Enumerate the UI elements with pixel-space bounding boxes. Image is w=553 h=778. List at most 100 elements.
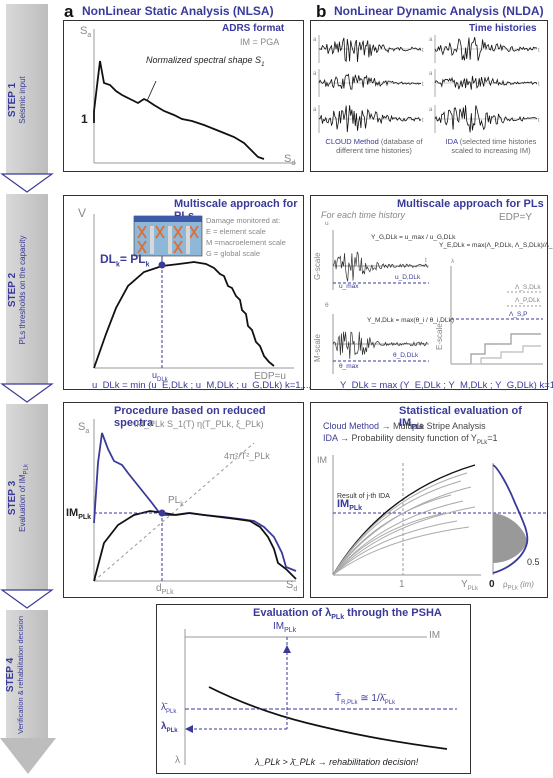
ida-curve <box>332 520 458 576</box>
ida-curve <box>332 494 452 576</box>
panel-a-yaxis: Sa <box>80 25 92 40</box>
edp-trace <box>332 331 428 359</box>
panel-f-one: 1 <box>399 579 405 590</box>
damage-element: E = element scale <box>206 227 266 236</box>
step3-chevron <box>0 589 54 609</box>
ida-pdf-line: IDA → Probability density function of YP… <box>323 433 498 446</box>
rho-label: ρPLk (im) <box>503 580 534 592</box>
trace-a-label: a <box>429 107 433 113</box>
adrs-format: ADRS format <box>222 23 285 34</box>
panel-b-letter: b <box>316 2 327 21</box>
trace-t-label: t <box>422 48 424 54</box>
spectral-shape-label: Normalized spectral shape S1 <box>146 55 265 68</box>
step3-block <box>6 404 48 590</box>
trace-a-label: a <box>429 37 433 43</box>
step1-label: STEP 1 Seismic input <box>7 15 47 185</box>
umax-label: u_max <box>339 283 359 290</box>
step4-label: STEP 4 Verification & rehabilitation dec… <box>5 610 45 740</box>
trace-a-label: a <box>313 107 317 113</box>
cloud-msa-line: Cloud Method → Multiple Stripe Analysis <box>323 421 486 431</box>
panel-e-yaxis: Sa <box>78 421 90 436</box>
return-period-label: T̄R,PLk ≅ 1/λ̄PLk <box>335 693 396 706</box>
panel-d-edp: EDP=Y <box>499 212 533 223</box>
trace-a-label: a <box>313 71 317 77</box>
thetamax-label: θ_max <box>339 363 359 370</box>
damage-macro: M =macroelement scale <box>206 238 286 247</box>
dl-pl-label: DLk= PLk <box>100 252 150 269</box>
lambda-sp-label: Λ_S,P <box>509 311 528 318</box>
time-histories-label: Time histories <box>469 23 537 34</box>
time-history-trace <box>318 105 422 133</box>
ida-curve <box>332 512 446 576</box>
damage-title: Damage monitored at: <box>206 216 281 225</box>
panel-e-d-label: dPLk <box>156 583 174 596</box>
panel-c-plot <box>93 214 294 369</box>
step2-block <box>6 194 48 384</box>
step4-title: STEP 4 <box>5 657 16 693</box>
ida-curve <box>332 472 468 576</box>
time-history-trace <box>434 37 538 61</box>
ida-curve <box>332 526 470 576</box>
step2-subtitle: PLs thresholds on the capacity <box>18 235 27 345</box>
step2-chevron <box>0 383 54 403</box>
steps-arrow-column <box>0 4 56 774</box>
panel-d-title: Multiscale approach for PLs <box>397 198 544 210</box>
panel-a-im: IM = PGA <box>240 37 280 47</box>
edp-trace <box>332 251 428 282</box>
panel-f-zero: 0 <box>489 579 495 590</box>
panel-e-im-label: IMPLk <box>66 507 92 522</box>
udlk-label: u_D,DLk <box>395 274 421 281</box>
trace-t-label: t <box>538 48 540 54</box>
lambda-p-label: Λ_P,DLk <box>515 297 540 304</box>
panel-e-title: Procedure based on reduced spectra <box>114 405 266 429</box>
panel-d-plots <box>332 230 543 374</box>
panel-f-yaxis: IM <box>317 455 327 465</box>
m-scale-label: M-scale <box>313 333 322 362</box>
panel-g-title: Evaluation of λPLk through the PSHA <box>253 607 442 622</box>
trace-a-label: a <box>313 37 317 43</box>
panel-e: Procedure based on reduced spectra Sa Sd… <box>63 402 304 598</box>
panel-g-plot <box>184 629 457 765</box>
panel-d-formula: Y_DLk = max (Y_E,DLk ; Y_M,DLk ; Y_G,DLk… <box>340 380 553 391</box>
panel-b-title: NonLinear Dynamic Analysis (NLDA) <box>334 4 544 18</box>
ida-curve <box>332 480 462 576</box>
step3-label: STEP 3 Evaluation of IMPLk <box>7 403 47 593</box>
cloud-method-caption: CLOUD Method (database of different time… <box>325 137 423 155</box>
m-equation: Y_M,DLk = max(θ_i / θ_i,DLk) <box>367 317 454 324</box>
panel-a-xaxis: Sd <box>284 153 296 168</box>
demand-line-label: 4π²/T²_PLk <box>224 451 270 461</box>
e-equation: Y_E,DLk = max(Λ_P,DLk, Λ_S,DLk)/Λ_P,k <box>439 242 553 249</box>
panel-f-im-label: IMPLk <box>337 498 363 513</box>
panel-e-plot <box>93 419 297 582</box>
for-each-label: For each time history <box>321 210 406 220</box>
step4-arrowhead <box>0 738 56 774</box>
step4-subtitle: Verification & rehabilitation decision <box>16 616 25 734</box>
panel-f: Statistical evaluation of IMPLk Cloud Me… <box>310 402 548 598</box>
g-equation: Y_G,DLk = u_max / u_G,DLk <box>371 234 456 241</box>
half-label: 0.5 <box>527 557 540 567</box>
u-dlk-label: uDLk <box>152 370 168 383</box>
trace-t-label: t <box>422 82 424 88</box>
panel-e-pl-label: PLk <box>168 495 184 508</box>
step3-subtitle: Evaluation of IMPLk <box>18 464 30 532</box>
step2-title: STEP 2 <box>7 272 18 308</box>
step1-block <box>6 4 48 174</box>
trace-t-label: t <box>538 118 540 124</box>
step1-subtitle: Seismic input <box>18 76 27 124</box>
trace-t-label: t <box>422 118 424 124</box>
step4-block <box>6 610 48 738</box>
panel-f-plot <box>332 455 547 576</box>
panel-g-im-top: IMPLk <box>273 621 297 634</box>
time-history-trace <box>434 75 538 90</box>
panel-d: Multiscale approach for PLs For each tim… <box>310 195 553 390</box>
ida-curve <box>332 506 476 576</box>
reduced-spectrum-label: IM_PLk S_1(T) η(T_PLk, ξ_PLk) <box>134 419 264 429</box>
panel-c-formula: u_DLk = min (u_E,DLk ; u_M,DLk ; u_G,DLk… <box>92 380 317 391</box>
time-history-trace <box>434 105 538 133</box>
panel-a: Sa Sd 1 ADRS format IM = PGA Normalized … <box>63 20 304 172</box>
thetadlk-label: θ_D,DLk <box>393 352 419 359</box>
panel-f-title: Statistical evaluation of IMPLk <box>399 405 522 432</box>
step3-title: STEP 3 <box>7 480 18 516</box>
panel-c: Multiscale approach for PLs V EDP=u Dama… <box>63 195 304 390</box>
